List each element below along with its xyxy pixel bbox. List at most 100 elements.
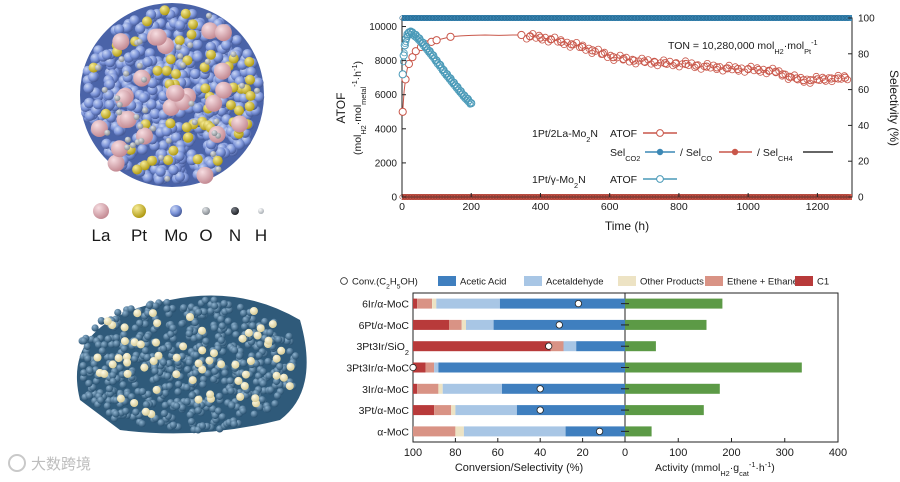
sel-co2-marker bbox=[673, 15, 679, 21]
element-swatch-o bbox=[202, 207, 210, 215]
sel-co2-marker bbox=[488, 15, 494, 21]
mo-c-atom bbox=[187, 418, 196, 426]
mo-c-atom bbox=[285, 332, 293, 340]
mo-c-atom bbox=[112, 334, 120, 342]
sel-co-marker bbox=[806, 194, 812, 200]
sel-co2-marker bbox=[781, 15, 787, 21]
sel-co-marker bbox=[438, 194, 444, 200]
o-atom bbox=[204, 58, 211, 65]
sel-co2-marker bbox=[656, 15, 662, 21]
sel-co2-marker bbox=[562, 15, 568, 21]
selectivity-segment-other-products bbox=[461, 319, 466, 330]
metal-atom bbox=[148, 309, 157, 318]
mo-atom bbox=[221, 40, 232, 51]
metal-atom bbox=[198, 326, 206, 335]
mo-c-atom bbox=[180, 304, 188, 312]
o-atom bbox=[239, 82, 245, 89]
pt-atom bbox=[181, 122, 192, 133]
sel-co2-marker bbox=[468, 15, 474, 21]
sel-co2-marker bbox=[557, 15, 563, 21]
sel-co-marker bbox=[524, 194, 530, 200]
selectivity-segment-acetaldehyde bbox=[563, 341, 577, 352]
selectivity-segment-c1 bbox=[413, 341, 551, 352]
mo-atom bbox=[104, 99, 116, 110]
sel-co2-marker bbox=[402, 15, 408, 21]
metal-atom bbox=[205, 356, 214, 365]
atof-pt-gamma-point bbox=[458, 89, 466, 97]
sel-co2-marker bbox=[573, 15, 579, 21]
left-x-tick-label: 40 bbox=[534, 447, 546, 459]
mo-c-atom bbox=[142, 401, 150, 409]
mo-c-atom bbox=[103, 402, 111, 410]
mo-c-atom bbox=[226, 377, 234, 385]
mo-c-atom bbox=[266, 329, 274, 337]
mo-c-atom bbox=[86, 366, 94, 375]
atof-pt-gamma-point bbox=[451, 81, 459, 88]
sel-co2-marker bbox=[812, 15, 818, 21]
o-atom bbox=[124, 136, 131, 143]
sel-co2-marker bbox=[734, 15, 740, 21]
mo-atom bbox=[192, 39, 203, 50]
mo-c-atom bbox=[221, 377, 229, 385]
pt-atom bbox=[142, 16, 152, 27]
mo-c-atom bbox=[199, 381, 207, 389]
y-tick-label: 0 bbox=[391, 193, 397, 204]
mo-atom bbox=[149, 108, 161, 120]
sel-co2-marker bbox=[776, 15, 782, 21]
sel-co-marker bbox=[512, 194, 518, 200]
metal-atom bbox=[140, 363, 149, 372]
sel-co-marker bbox=[670, 194, 676, 200]
sel-co-marker bbox=[756, 194, 762, 200]
mo-c-atom bbox=[256, 340, 264, 348]
sel-co2-marker bbox=[565, 15, 571, 21]
sel-co-marker bbox=[485, 194, 491, 200]
sel-co2-marker bbox=[609, 15, 615, 21]
mo-atom bbox=[192, 52, 204, 63]
mo-c-atom bbox=[228, 402, 236, 410]
selectivity-segment-ethene-ethane bbox=[434, 405, 452, 416]
right-x-tick-label: 100 bbox=[669, 447, 687, 459]
right-x-tick-label: 200 bbox=[722, 447, 740, 459]
metal-atom bbox=[198, 365, 207, 374]
sel-co2-marker bbox=[490, 15, 496, 21]
sel-co2-marker bbox=[690, 15, 696, 21]
sel-co-marker bbox=[590, 194, 596, 200]
x-axis-label: Time (h) bbox=[605, 219, 649, 233]
sel-co2-marker bbox=[471, 15, 477, 21]
sel-co2-marker bbox=[507, 15, 513, 21]
o-atom bbox=[179, 62, 186, 68]
metal-atom bbox=[240, 382, 249, 390]
atof-pt-gamma-point bbox=[441, 68, 449, 76]
metal-atom bbox=[277, 346, 286, 355]
sel-co2-marker bbox=[817, 15, 823, 21]
y-tick-label: 6000 bbox=[375, 90, 398, 101]
mo-atom bbox=[231, 35, 243, 46]
sel-co-marker bbox=[701, 194, 707, 200]
sel-co-marker bbox=[449, 194, 455, 200]
sel-co-marker bbox=[568, 194, 574, 200]
category-label: 3Pt3Ir/α-MoC bbox=[346, 363, 409, 375]
sel-co2-marker bbox=[668, 15, 674, 21]
watermark: 大数跨境 bbox=[8, 454, 91, 473]
o-atom bbox=[191, 119, 198, 126]
right-x-axis-label: Activity (mmolH2·gcat-1·h-1) bbox=[655, 460, 775, 478]
sel-co2-marker bbox=[787, 15, 793, 21]
sel-co2-marker bbox=[457, 15, 463, 21]
sel-co2-marker bbox=[709, 15, 715, 21]
sel-co2-marker bbox=[496, 15, 502, 21]
sel-co-marker bbox=[413, 194, 419, 200]
metal-atom bbox=[236, 392, 245, 401]
mo-c-atom bbox=[144, 390, 152, 398]
mo-c-atom bbox=[136, 319, 144, 327]
mo-atom bbox=[101, 49, 113, 60]
atof-pt-la-point bbox=[517, 30, 526, 40]
sel-co2-marker bbox=[828, 15, 834, 21]
metal-atom bbox=[130, 399, 139, 407]
atof-pt-gamma-point bbox=[460, 91, 468, 99]
sel-co-marker bbox=[742, 194, 748, 200]
mo-c-atom bbox=[100, 341, 108, 349]
mo-c-atom bbox=[151, 302, 160, 310]
sel-co2-marker bbox=[590, 15, 596, 21]
sel-co2-marker bbox=[640, 15, 646, 21]
mo-c-atom bbox=[183, 383, 191, 392]
